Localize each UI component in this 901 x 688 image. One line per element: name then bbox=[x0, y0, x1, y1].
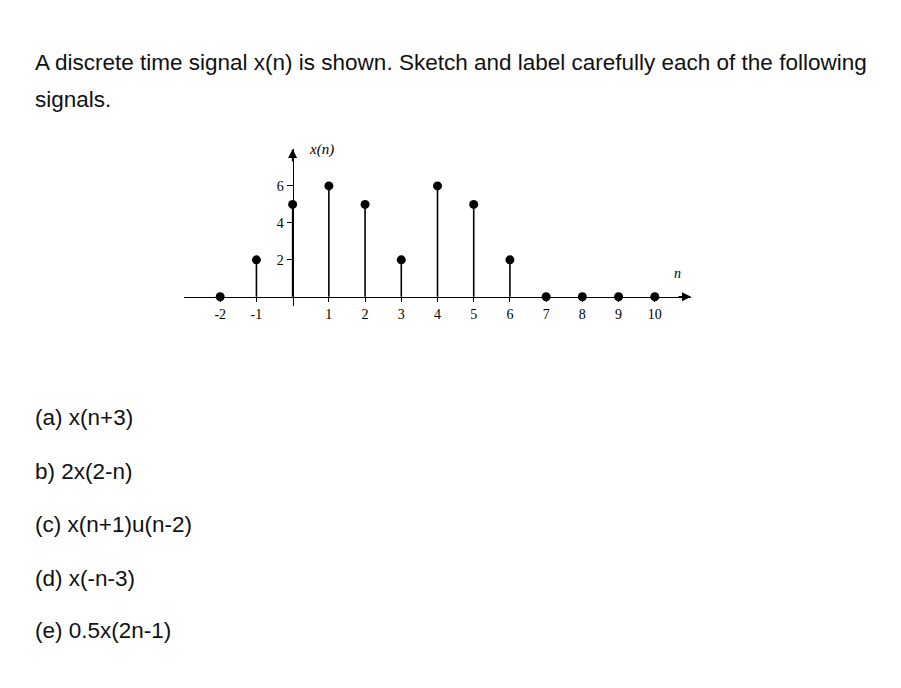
svg-text:-2: -2 bbox=[214, 307, 226, 322]
html-text:(e) 0.5x(2n-1): (e) 0.5x(2n-1) bbox=[35, 618, 172, 643]
svg-text:5: 5 bbox=[470, 307, 477, 322]
html-text:(c) x(n+1)u(n-2): (c) x(n+1)u(n-2) bbox=[35, 512, 192, 537]
svg-text:2: 2 bbox=[277, 253, 284, 268]
html-text:(a) x(n+3): (a) x(n+3) bbox=[35, 405, 134, 430]
html-text:A discrete time signal x(n) is: A discrete time signal x(n) is shown. Sk… bbox=[35, 50, 867, 112]
html-text:(d) x(-n-3): (d) x(-n-3) bbox=[35, 566, 135, 591]
svg-text:10: 10 bbox=[648, 307, 662, 322]
html-text:b) 2x(2-n): b) 2x(2-n) bbox=[35, 459, 133, 484]
svg-text:6: 6 bbox=[277, 179, 284, 194]
svg-text:4: 4 bbox=[434, 307, 441, 322]
svg-text:x(n): x(n) bbox=[309, 141, 334, 158]
svg-text:4: 4 bbox=[277, 216, 284, 231]
svg-text:3: 3 bbox=[398, 307, 405, 322]
svg-text:6: 6 bbox=[506, 307, 513, 322]
svg-text:1: 1 bbox=[325, 307, 332, 322]
svg-text:n: n bbox=[674, 266, 681, 281]
svg-text:7: 7 bbox=[543, 307, 550, 322]
svg-text:-1: -1 bbox=[251, 307, 263, 322]
svg-text:8: 8 bbox=[579, 307, 586, 322]
svg-text:2: 2 bbox=[362, 307, 369, 322]
svg-text:9: 9 bbox=[615, 307, 622, 322]
